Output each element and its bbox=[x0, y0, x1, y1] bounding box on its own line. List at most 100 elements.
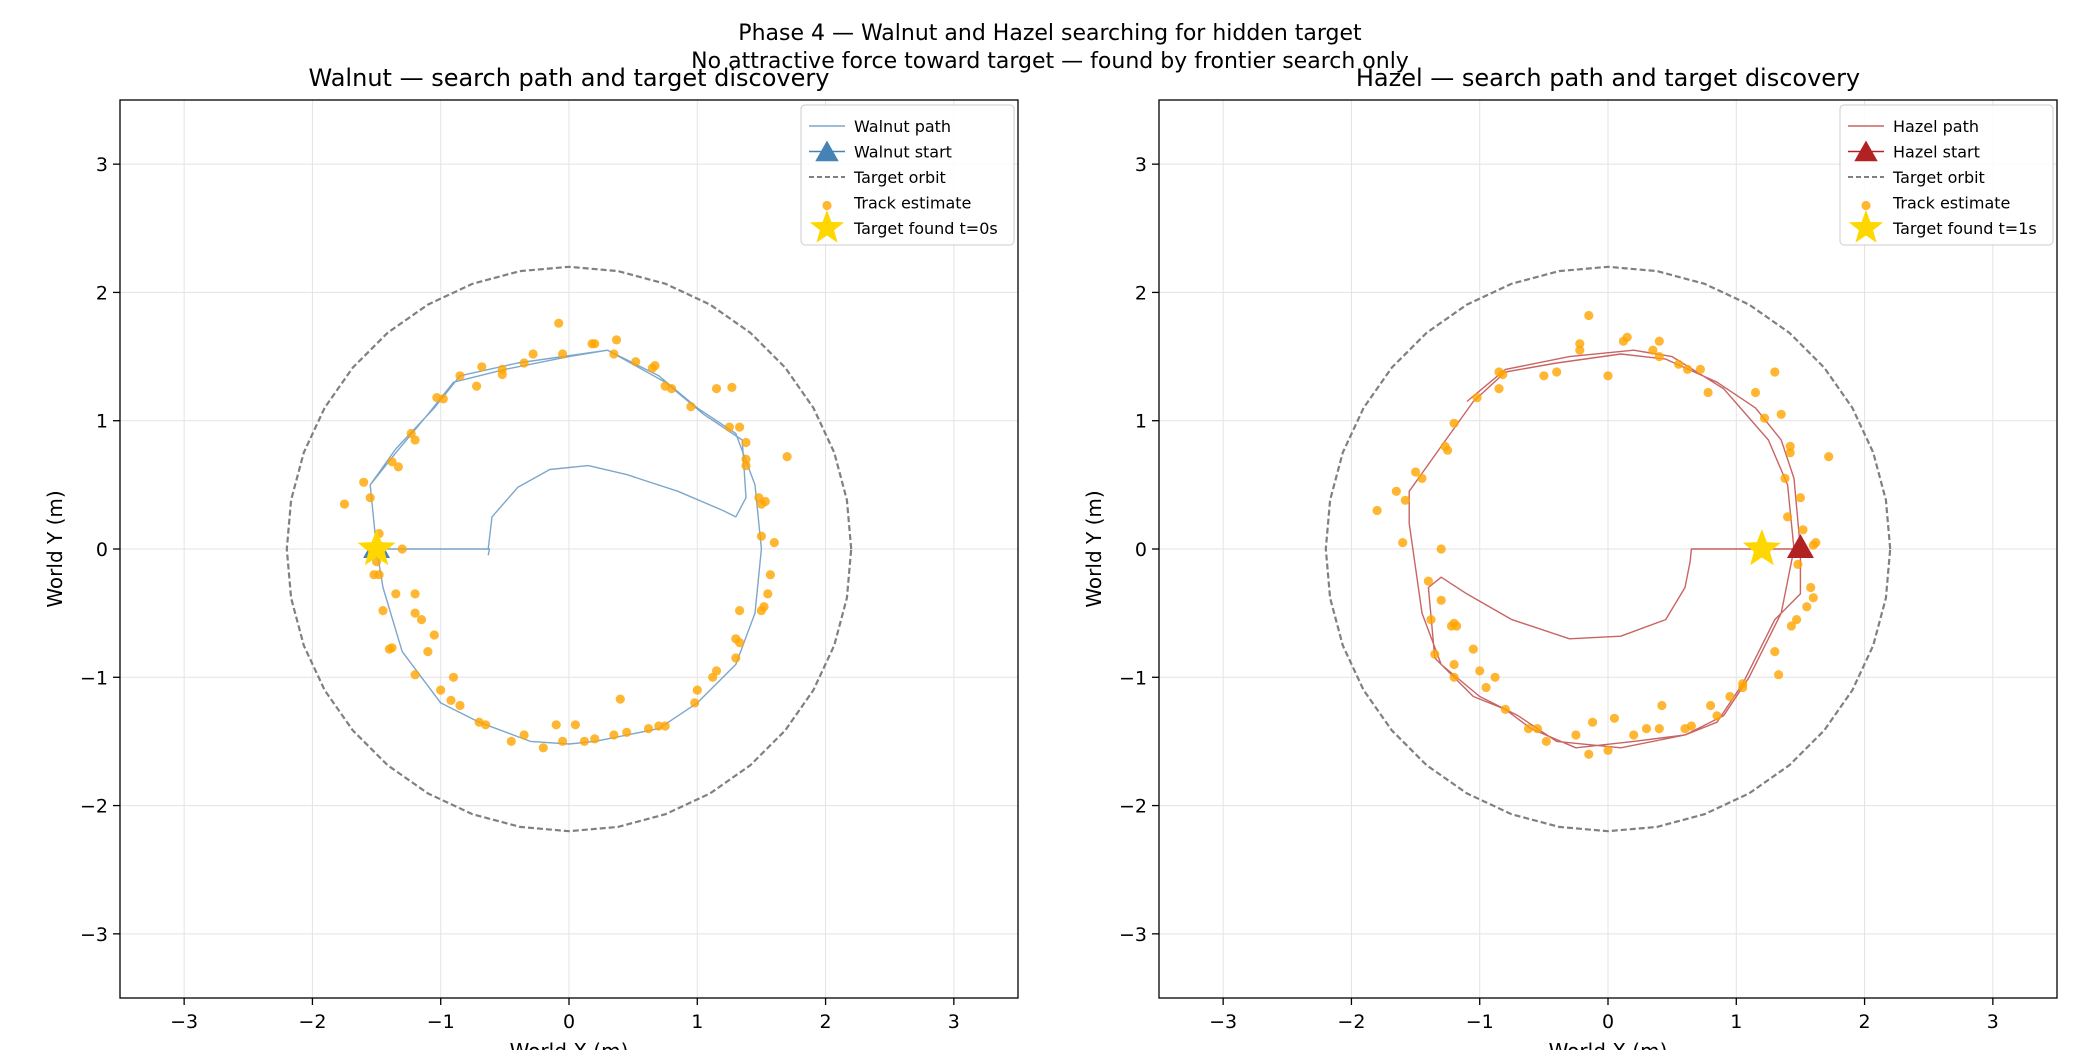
walnut-ytick-label: −3 bbox=[80, 924, 108, 946]
walnut-xtick-label: −2 bbox=[298, 1011, 326, 1033]
hazel-track-estimate bbox=[1400, 495, 1410, 505]
walnut-legend-track-handle bbox=[822, 200, 832, 211]
walnut-track-estimate bbox=[384, 644, 394, 654]
hazel-track-estimate bbox=[1494, 384, 1504, 394]
hazel-track-estimate bbox=[1674, 359, 1684, 369]
walnut-track-estimate bbox=[735, 638, 745, 648]
hazel-track-estimate bbox=[1795, 493, 1805, 503]
hazel-track-estimate bbox=[1603, 745, 1613, 756]
walnut-ytick-label: 1 bbox=[96, 411, 108, 433]
walnut-ytick-label: −1 bbox=[80, 667, 108, 689]
hazel-track-estimate bbox=[1706, 700, 1716, 711]
hazel-track-estimate bbox=[1770, 647, 1780, 657]
walnut-track-estimate bbox=[654, 721, 664, 731]
hazel-track-estimate bbox=[1622, 332, 1632, 342]
hazel-xtick-label: −3 bbox=[1209, 1011, 1237, 1033]
walnut-track-estimate bbox=[690, 698, 700, 708]
hazel-target-found-star bbox=[1742, 529, 1781, 566]
walnut-track-estimate bbox=[724, 422, 735, 432]
hazel-ticks: −3 −2 −1 0 1 2 3 −3 −2 −1 0 1 2 3 bbox=[1119, 154, 1999, 1033]
hazel-track-estimate bbox=[1774, 670, 1784, 680]
hazel-track-estimate bbox=[1575, 345, 1585, 355]
hazel-ytick-label: 3 bbox=[1135, 154, 1147, 176]
walnut-track-estimate bbox=[622, 727, 632, 738]
walnut-track-estimate bbox=[731, 653, 741, 663]
walnut-track-estimate bbox=[692, 685, 702, 695]
hazel-track-estimate bbox=[1654, 724, 1664, 734]
hazel-track-estimate bbox=[1629, 730, 1639, 740]
walnut-track-estimate bbox=[506, 736, 516, 747]
walnut-track-estimate bbox=[615, 694, 625, 704]
hazel-track-estimate bbox=[1682, 364, 1693, 374]
hazel-panel: Hazel — search path and target discovery… bbox=[1082, 64, 2058, 1050]
walnut-ytick-label: 0 bbox=[96, 539, 108, 561]
walnut-xtick-label: −1 bbox=[427, 1011, 455, 1033]
walnut-track-estimate bbox=[406, 428, 416, 439]
hazel-xtick-label: 2 bbox=[1859, 1011, 1871, 1033]
walnut-track-estimate bbox=[643, 724, 654, 734]
walnut-track-estimate bbox=[609, 349, 619, 359]
hazel-grid bbox=[1159, 100, 2057, 998]
walnut-track-estimate bbox=[393, 462, 403, 472]
walnut-xtick-label: 3 bbox=[948, 1011, 960, 1033]
hazel-track-estimate bbox=[1811, 538, 1821, 548]
walnut-track-estimate bbox=[438, 394, 448, 404]
hazel-track-estimate bbox=[1500, 704, 1510, 715]
hazel-track-estimate bbox=[1808, 593, 1818, 603]
hazel-track-estimate bbox=[1575, 339, 1585, 349]
hazel-track-estimate bbox=[1417, 473, 1427, 483]
hazel-legend-star-handle bbox=[1848, 210, 1884, 243]
hazel-track-estimate bbox=[1793, 559, 1803, 570]
hazel-track-estimate bbox=[1584, 310, 1594, 321]
hazel-track-estimate bbox=[1552, 367, 1562, 377]
walnut-track-estimate bbox=[590, 339, 600, 349]
walnut-legend-start-handle bbox=[815, 140, 839, 162]
hazel-legend-start-handle bbox=[1854, 140, 1878, 162]
hazel-track-estimate bbox=[1411, 467, 1421, 477]
hazel-xtick-label: 1 bbox=[1730, 1011, 1742, 1033]
hazel-ytick-label: 2 bbox=[1135, 282, 1147, 304]
hazel-ytick-label: 0 bbox=[1135, 539, 1147, 561]
hazel-track-estimate bbox=[1490, 672, 1500, 682]
walnut-track-estimate bbox=[372, 557, 382, 567]
hazel-track-estimate bbox=[1541, 736, 1551, 747]
hazel-track-estimate bbox=[1398, 538, 1408, 548]
walnut-track-estimate bbox=[756, 606, 767, 616]
hazel-legend-track-handle bbox=[1861, 200, 1871, 211]
hazel-track-estimate bbox=[1449, 418, 1459, 428]
hazel-legend-label: Hazel path bbox=[1893, 117, 1979, 136]
hazel-track-estimate bbox=[1824, 452, 1834, 462]
walnut-track-estimate bbox=[631, 357, 641, 367]
walnut-legend-label: Target orbit bbox=[853, 168, 946, 187]
hazel-track-estimate bbox=[1785, 448, 1795, 458]
walnut-xtick-label: 0 bbox=[563, 1011, 575, 1033]
hazel-legend-label: Hazel start bbox=[1893, 143, 1980, 162]
hazel-track-estimate bbox=[1806, 582, 1816, 593]
walnut-legend-label: Walnut start bbox=[854, 143, 952, 162]
hazel-legend-frame bbox=[1839, 104, 2054, 246]
walnut-xtick-label: 2 bbox=[820, 1011, 832, 1033]
walnut-track-estimate bbox=[741, 461, 751, 471]
hazel-track-estimate bbox=[1770, 367, 1780, 377]
hazel-ylabel: World Y (m) bbox=[1082, 490, 1106, 607]
hazel-track-estimate bbox=[1641, 724, 1652, 734]
hazel-track-estimate bbox=[1654, 336, 1664, 346]
walnut-legend: Walnut path Walnut start Target orbit Track… bbox=[800, 104, 1015, 246]
walnut-track-estimate bbox=[410, 608, 420, 618]
walnut-track-estimate bbox=[365, 493, 375, 503]
hazel-legend-label: Track estimate bbox=[1892, 194, 2010, 213]
walnut-track-estimate bbox=[686, 402, 696, 412]
hazel-track-estimate bbox=[1695, 364, 1705, 374]
hazel-track-estimate bbox=[1430, 649, 1440, 659]
hazel-title: Hazel — search path and target discovery bbox=[1356, 64, 1860, 92]
hazel-track-estimate bbox=[1725, 691, 1735, 702]
walnut-ticks: −3 −2 −1 0 1 2 3 −3 −2 −1 0 1 2 3 bbox=[80, 154, 960, 1033]
walnut-track-estimate bbox=[538, 743, 548, 753]
walnut-legend-label: Target found t=0s bbox=[853, 219, 998, 238]
walnut-track-estimate bbox=[735, 606, 745, 616]
walnut-track-estimate bbox=[423, 647, 433, 657]
hazel-track-estimate bbox=[1703, 387, 1713, 398]
hazel-track-estimate bbox=[1680, 724, 1690, 734]
walnut-track-estimate bbox=[650, 361, 660, 371]
